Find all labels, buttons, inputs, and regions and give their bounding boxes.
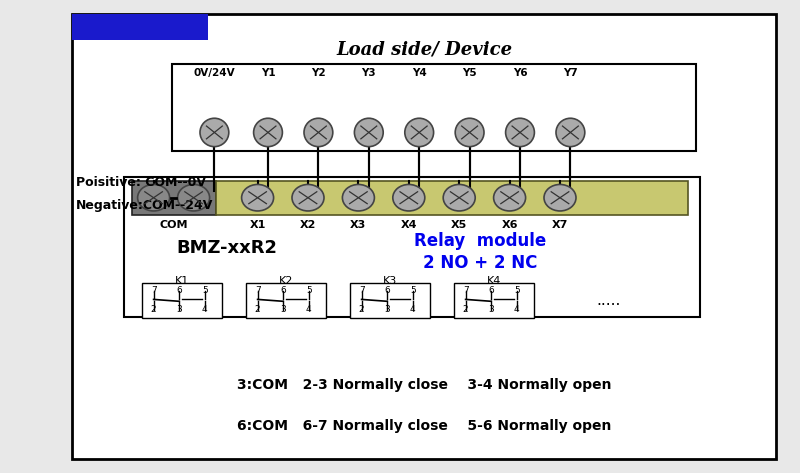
Text: BMZ-xxR2: BMZ-xxR2 — [176, 239, 277, 257]
Bar — [72, 14, 776, 459]
Ellipse shape — [178, 184, 210, 211]
Text: COM: COM — [159, 219, 188, 230]
Ellipse shape — [494, 184, 526, 211]
Text: 6: 6 — [488, 287, 494, 296]
Text: X1: X1 — [250, 219, 266, 230]
Text: 2: 2 — [150, 305, 157, 315]
Text: X3: X3 — [350, 219, 366, 230]
Text: 5: 5 — [410, 287, 416, 296]
Ellipse shape — [342, 184, 374, 211]
Text: Y1: Y1 — [261, 68, 275, 79]
Text: 4: 4 — [202, 305, 208, 315]
Text: 6:COM   6-7 Normally close    5-6 Normally open: 6:COM 6-7 Normally close 5-6 Normally op… — [237, 419, 611, 433]
Text: .....: ..... — [596, 293, 620, 308]
Text: 7: 7 — [254, 287, 261, 296]
Ellipse shape — [443, 184, 475, 211]
Bar — [72, 14, 208, 40]
Text: Relay  module: Relay module — [414, 232, 546, 250]
Text: 5: 5 — [514, 287, 520, 296]
Text: K1: K1 — [175, 276, 190, 287]
Text: 6: 6 — [280, 287, 286, 296]
Ellipse shape — [405, 118, 434, 147]
Ellipse shape — [354, 118, 383, 147]
Text: 3: 3 — [488, 305, 494, 315]
Text: K3: K3 — [383, 276, 398, 287]
Text: Y5: Y5 — [462, 68, 477, 79]
Ellipse shape — [506, 118, 534, 147]
Text: 3: 3 — [280, 305, 286, 315]
Text: 4: 4 — [514, 305, 520, 315]
Text: Y6: Y6 — [513, 68, 527, 79]
Text: Poisitive: COM--0V: Poisitive: COM--0V — [76, 175, 206, 189]
Text: 3: 3 — [384, 305, 390, 315]
Bar — [246, 282, 326, 318]
Text: K2: K2 — [279, 276, 294, 287]
Text: 6: 6 — [384, 287, 390, 296]
Text: Y7: Y7 — [563, 68, 578, 79]
Text: X6: X6 — [502, 219, 518, 230]
Text: X7: X7 — [552, 219, 568, 230]
Text: X2: X2 — [300, 219, 316, 230]
Text: 3: 3 — [176, 305, 182, 315]
Text: Y4: Y4 — [412, 68, 426, 79]
Text: 0V/24V: 0V/24V — [194, 68, 235, 79]
Ellipse shape — [455, 118, 484, 147]
Bar — [350, 282, 430, 318]
Text: X5: X5 — [451, 219, 467, 230]
Text: 6: 6 — [176, 287, 182, 296]
Text: 2 NO + 2 NC: 2 NO + 2 NC — [423, 254, 537, 272]
Ellipse shape — [304, 118, 333, 147]
Bar — [172, 64, 696, 151]
Text: 7: 7 — [462, 287, 469, 296]
Ellipse shape — [544, 184, 576, 211]
Text: 3:COM   2-3 Normally close    3-4 Normally open: 3:COM 2-3 Normally close 3-4 Normally op… — [237, 378, 611, 393]
Text: Load side/ Device: Load side/ Device — [336, 41, 512, 59]
Text: 5: 5 — [306, 287, 312, 296]
Text: 2: 2 — [462, 305, 469, 315]
Text: K4: K4 — [487, 276, 502, 287]
Text: 7: 7 — [358, 287, 365, 296]
Text: Negative:COM--24V: Negative:COM--24V — [76, 199, 214, 212]
Text: 2: 2 — [358, 305, 365, 315]
Bar — [216, 181, 688, 215]
Bar — [132, 181, 216, 215]
Ellipse shape — [138, 184, 170, 211]
Text: Y2: Y2 — [311, 68, 326, 79]
Bar — [124, 177, 700, 317]
Text: 5: 5 — [202, 287, 208, 296]
Ellipse shape — [393, 184, 425, 211]
Bar — [454, 282, 534, 318]
Ellipse shape — [292, 184, 324, 211]
Text: 4: 4 — [306, 305, 312, 315]
Text: Y3: Y3 — [362, 68, 376, 79]
Ellipse shape — [200, 118, 229, 147]
Ellipse shape — [556, 118, 585, 147]
Bar — [142, 282, 222, 318]
Text: X4: X4 — [401, 219, 417, 230]
Ellipse shape — [242, 184, 274, 211]
Text: 7: 7 — [150, 287, 157, 296]
Text: 2: 2 — [254, 305, 261, 315]
Ellipse shape — [254, 118, 282, 147]
Text: 4: 4 — [410, 305, 416, 315]
